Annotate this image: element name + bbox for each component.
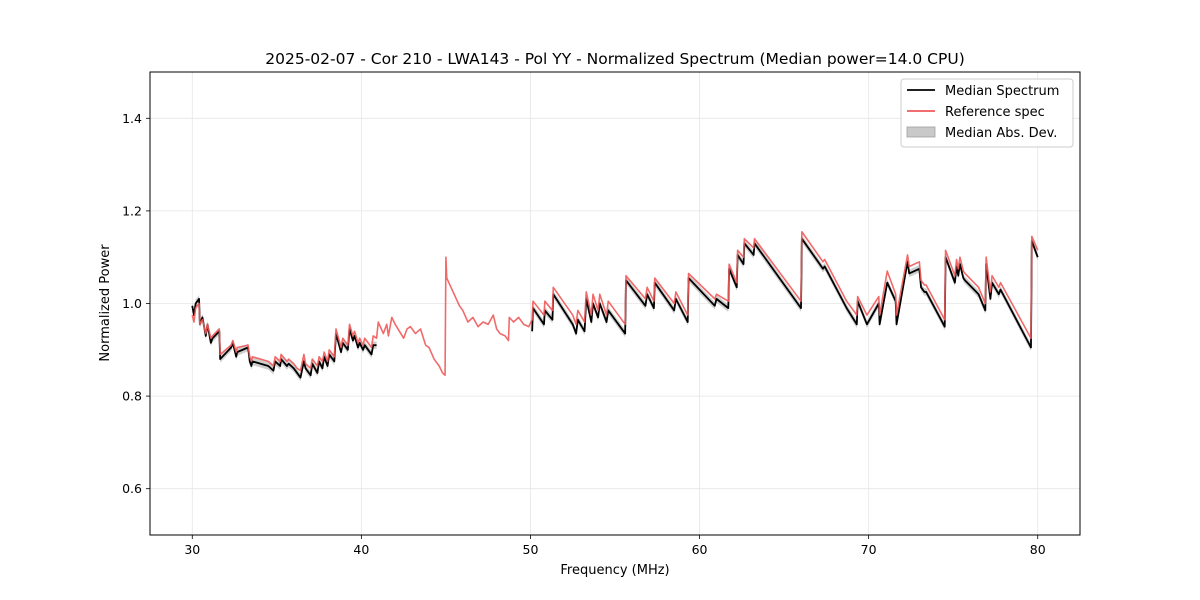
reference-spec-line	[191, 230, 1039, 377]
legend-label-median-spectrum: Median Spectrum	[945, 84, 1059, 99]
mad-band	[192, 295, 377, 382]
legend: Median Spectrum Reference spec Median Ab…	[900, 78, 1074, 148]
x-tick-label: 30	[184, 542, 200, 557]
y-axis-label: Normalized Power	[98, 244, 113, 362]
series-lines	[191, 230, 1039, 379]
chart-title: 2025-02-07 - Cor 210 - LWA143 - Pol YY -…	[265, 50, 965, 68]
legend-box	[900, 78, 1074, 148]
x-axis-label: Frequency (MHz)	[560, 563, 669, 578]
mad-band-group	[192, 234, 1038, 382]
x-tick-label: 50	[523, 542, 539, 557]
median-spectrum-line	[531, 237, 1039, 349]
legend-label-reference-spec: Reference spec	[945, 105, 1045, 120]
x-tick-label: 60	[692, 542, 708, 557]
x-tick-label: 70	[861, 542, 877, 557]
x-tick-label: 80	[1030, 542, 1046, 557]
legend-swatch-mad	[906, 126, 936, 138]
legend-label-mad: Median Abs. Dev.	[945, 126, 1057, 141]
y-tick-label: 0.6	[122, 481, 142, 496]
mad-band	[532, 234, 1038, 352]
y-tick-label: 1.0	[122, 296, 142, 311]
x-axis-ticks: 30 40 50 60 70 80	[184, 535, 1046, 557]
y-axis-ticks: 0.6 0.8 1.0 1.2 1.4	[122, 111, 150, 496]
y-tick-label: 1.4	[122, 111, 142, 126]
y-tick-label: 0.8	[122, 389, 142, 404]
y-tick-label: 1.2	[122, 203, 142, 218]
x-tick-label: 40	[353, 542, 369, 557]
